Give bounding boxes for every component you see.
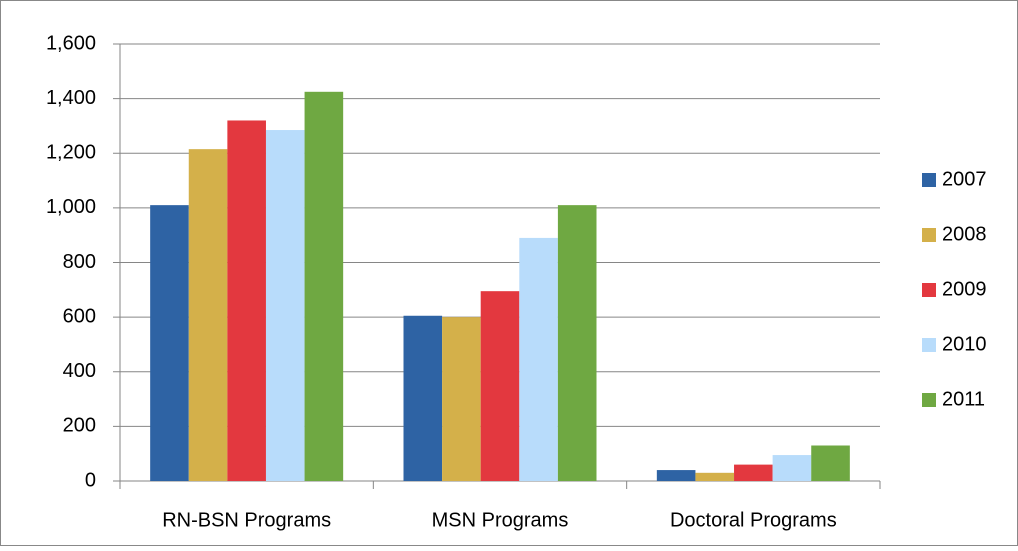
bar [557, 205, 597, 482]
bar [695, 472, 735, 481]
y-tick-label: 1,400 [46, 87, 96, 109]
legend-swatch [922, 338, 936, 352]
bar [734, 464, 773, 481]
bar [656, 470, 696, 481]
bar [150, 205, 189, 482]
legend-label: 2008 [942, 223, 987, 245]
y-tick-label: 0 [85, 469, 96, 491]
bar [403, 315, 443, 481]
x-tick-label: MSN Programs [432, 509, 569, 531]
y-tick-label: 1,600 [46, 32, 96, 54]
legend-swatch [922, 228, 936, 242]
bar [811, 445, 850, 481]
bar [519, 237, 558, 481]
x-tick-label: Doctoral Programs [670, 509, 837, 531]
legend-label: 2007 [942, 168, 987, 190]
y-tick-label: 200 [63, 415, 96, 437]
bar [265, 130, 305, 482]
y-tick-label: 600 [63, 305, 96, 327]
legend-swatch [922, 173, 936, 187]
y-tick-label: 1,200 [46, 142, 96, 164]
legend-swatch [922, 393, 936, 407]
legend-label: 2011 [942, 388, 985, 410]
bar [772, 455, 812, 481]
y-tick-label: 1,000 [46, 196, 96, 218]
legend-swatch [922, 283, 936, 297]
bar [188, 149, 228, 481]
bar [227, 120, 266, 481]
bar [304, 91, 344, 481]
legend-label: 2010 [942, 333, 987, 355]
bar [480, 291, 520, 481]
legend-label: 2009 [942, 278, 987, 300]
bar [442, 317, 481, 481]
y-tick-label: 800 [63, 251, 96, 273]
y-tick-label: 400 [63, 360, 96, 382]
x-tick-label: RN-BSN Programs [162, 509, 331, 531]
